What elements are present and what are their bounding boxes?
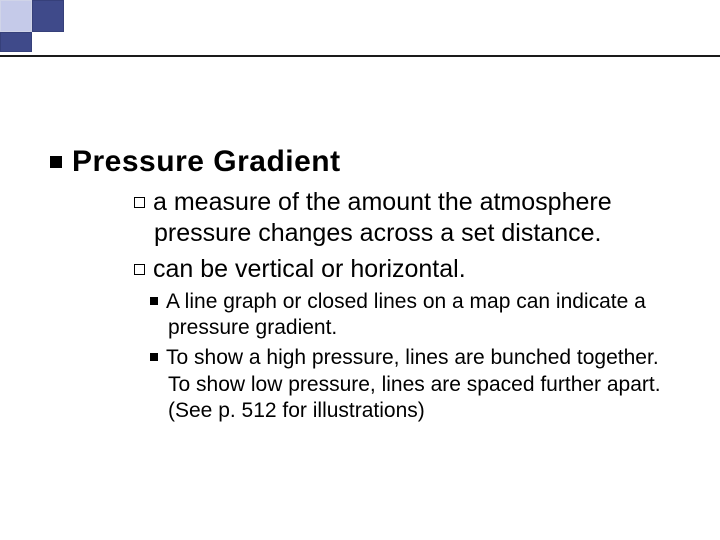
heading-text: Pressure Gradient [72,145,341,178]
decor-square-dark-bottom [0,32,32,52]
open-square-bullet-icon [134,197,145,208]
small-filled-square-bullet-icon [150,353,158,361]
small-filled-square-bullet-icon [150,297,158,305]
level2-text: can be vertical or horizontal. [153,255,466,283]
open-square-bullet-icon [134,264,145,275]
slide-content: Pressure Gradient a measure of the amoun… [50,145,680,428]
level3-text: To show a high pressure, lines are bunch… [166,346,661,422]
decor-square-light [0,0,32,32]
level3-text: A line graph or closed lines on a map ca… [166,290,646,339]
filled-square-bullet-icon [50,156,62,168]
bullet-level3: A line graph or closed lines on a map ca… [150,289,680,342]
bullet-level2: can be vertical or horizontal. [92,254,680,285]
decor-square-dark-top [32,0,64,32]
bullet-level2: a measure of the amount the atmosphere p… [92,187,680,250]
level2-text: a measure of the amount the atmosphere p… [153,188,612,247]
heading-level1: Pressure Gradient [50,145,680,179]
corner-decoration [0,0,100,55]
horizontal-rule [0,55,720,57]
bullet-level3: To show a high pressure, lines are bunch… [150,345,680,424]
